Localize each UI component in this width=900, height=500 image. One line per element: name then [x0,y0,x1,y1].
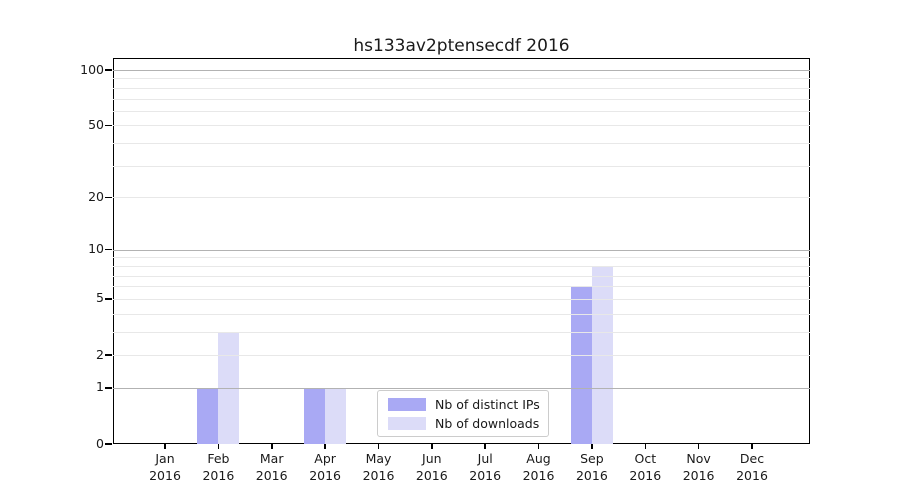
gridline-minor [113,355,810,356]
x-month-text: Dec [739,451,765,466]
x-month-label: Jul 2016 [455,451,515,484]
x-month-text: Mar [259,451,284,466]
x-month-text: Nov [686,451,711,466]
x-year-text: 2016 [736,467,768,483]
y-tick-label: 50 [88,116,104,132]
x-month-label: Sep 2016 [562,451,622,484]
x-tick [377,444,380,449]
gridline-minor [113,257,810,259]
x-month-label: Aug 2016 [509,451,569,484]
y-tick [105,387,112,389]
y-tick [105,248,112,251]
gridline-minor [113,313,810,315]
y-tick-label: 10 [88,241,104,257]
x-tick [484,444,486,449]
x-month-text: Jan [155,451,175,466]
x-month-label: Feb 2016 [188,451,248,484]
gridline-minor [113,87,810,89]
gridline-minor [113,298,810,300]
gridline-minor [113,331,810,333]
gridline-minor [113,286,810,288]
bar-distinct-ips [197,387,219,444]
gridline-minor [113,165,810,167]
x-year-text: 2016 [469,467,502,483]
chart-title: hs133av2ptensecdf 2016 [353,36,570,56]
x-month-label: Mar 2016 [242,451,302,484]
x-month-label: Nov 2016 [669,451,729,484]
gridline-minor [113,275,810,277]
gridline-major [113,70,810,71]
x-month-text: Oct [634,451,657,466]
legend-label-distinct-ips: Nb of distinct IPs [435,396,540,412]
x-tick [751,444,753,449]
legend: Nb of distinct IPs Nb of downloads [377,390,549,437]
y-tick-label: 1 [96,379,104,395]
y-tick [105,443,112,445]
x-month-label: May 2016 [349,451,409,484]
x-year-text: 2016 [575,467,608,483]
gridline-major [113,387,810,389]
x-year-text: 2016 [629,467,662,483]
gridline-minor [113,110,810,112]
x-year-text: 2016 [522,467,555,483]
y-tick [105,298,112,300]
x-tick [537,444,540,449]
x-month-text: Aug [526,451,551,466]
legend-swatch-downloads [388,416,426,430]
x-tick [591,444,593,449]
x-month-text: Jun [422,451,442,466]
gridline-minor [113,143,810,145]
y-tick [105,124,112,127]
y-tick-label: 100 [80,61,104,77]
x-year-text: 2016 [255,467,288,483]
x-month-text: Jul [477,451,493,466]
x-tick [324,444,326,449]
gridline-minor [113,78,810,80]
y-tick-label: 20 [88,188,104,204]
x-tick [431,444,433,449]
x-month-label: Dec 2016 [722,451,782,484]
bar-downloads [591,265,613,444]
x-month-text: Feb [207,451,230,466]
gridline-minor [113,265,810,267]
x-month-label: Jun 2016 [402,451,462,484]
x-year-text: 2016 [415,467,448,483]
gridline-minor [113,98,810,100]
x-tick [697,444,700,449]
legend-swatch-distinct-ips [388,397,426,411]
x-tick [217,444,220,449]
x-year-text: 2016 [149,467,181,483]
x-month-text: Apr [314,451,336,466]
bar-distinct-ips [304,387,326,444]
y-tick-label: 0 [96,435,104,451]
x-month-text: Sep [580,451,604,466]
y-tick-label: 2 [96,346,104,362]
y-tick [105,354,112,356]
legend-item-downloads: Nb of downloads [388,415,540,431]
x-year-text: 2016 [362,467,395,483]
gridline-minor [113,125,810,127]
x-month-label: Jan 2016 [135,451,195,484]
x-year-text: 2016 [309,467,341,483]
x-tick [271,444,273,449]
bar-downloads [325,387,347,444]
y-tick [105,196,112,198]
x-year-text: 2016 [202,467,235,483]
x-tick [644,444,646,449]
x-tick [164,444,166,449]
x-year-text: 2016 [682,467,715,483]
gridline-minor [113,197,810,199]
y-tick-label: 5 [96,290,104,306]
x-month-text: May [365,451,392,466]
gridline-major [113,249,810,251]
bar-distinct-ips [570,286,592,444]
legend-label-downloads: Nb of downloads [435,415,540,431]
y-tick [105,69,112,71]
legend-item-distinct-ips: Nb of distinct IPs [388,396,540,412]
x-month-label: Oct 2016 [615,451,675,484]
x-month-label: Apr 2016 [295,451,355,484]
